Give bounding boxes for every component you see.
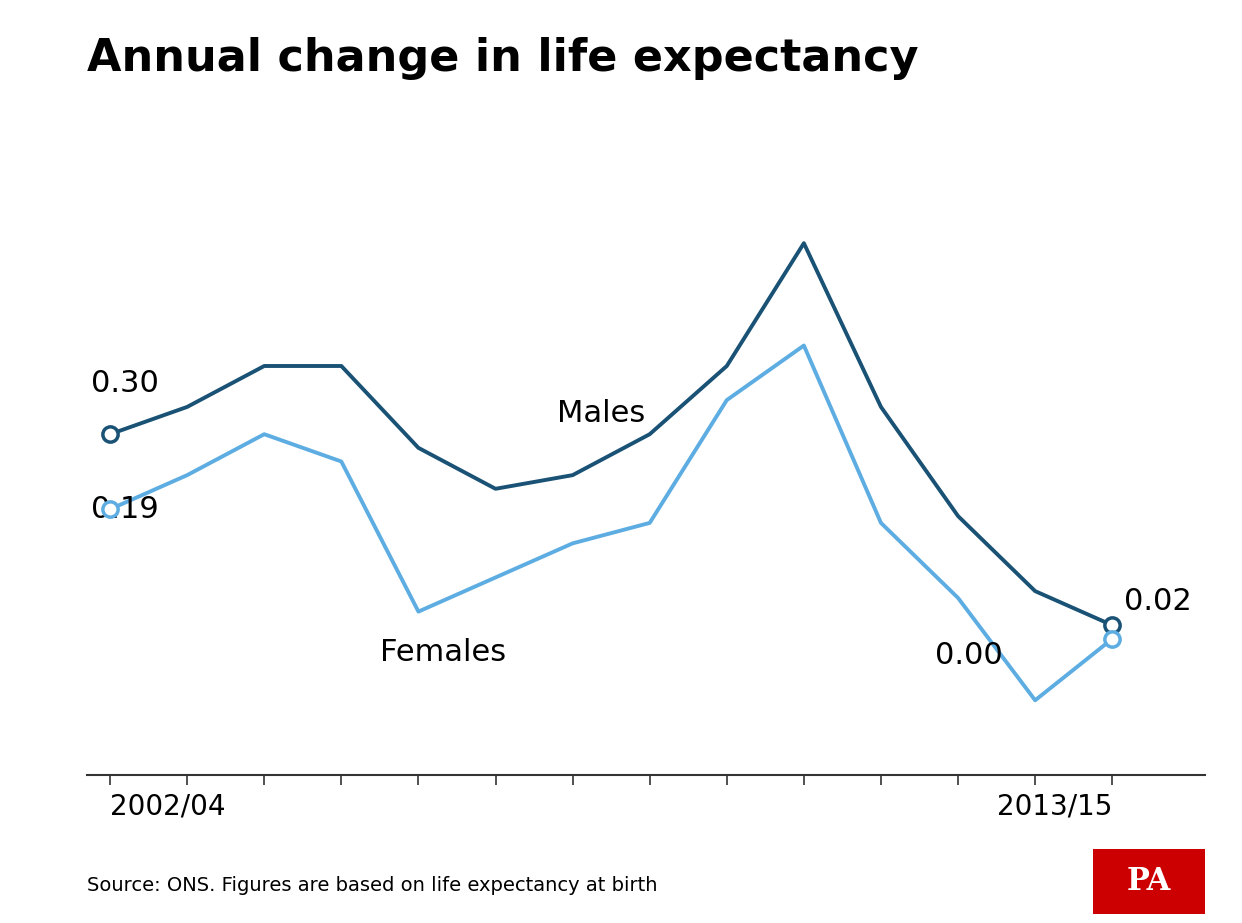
Text: 2013/15: 2013/15 xyxy=(997,792,1113,821)
Text: Source: ONS. Figures are based on life expectancy at birth: Source: ONS. Figures are based on life e… xyxy=(87,876,657,895)
Text: 2002/04: 2002/04 xyxy=(111,792,226,821)
Text: Females: Females xyxy=(380,638,505,667)
Text: 0.30: 0.30 xyxy=(91,368,159,398)
Text: PA: PA xyxy=(1126,866,1171,897)
Text: 0.00: 0.00 xyxy=(935,641,1002,670)
Text: Annual change in life expectancy: Annual change in life expectancy xyxy=(87,37,918,80)
Text: 0.19: 0.19 xyxy=(91,495,159,523)
Text: Males: Males xyxy=(558,400,646,428)
Text: 0.02: 0.02 xyxy=(1124,587,1191,616)
